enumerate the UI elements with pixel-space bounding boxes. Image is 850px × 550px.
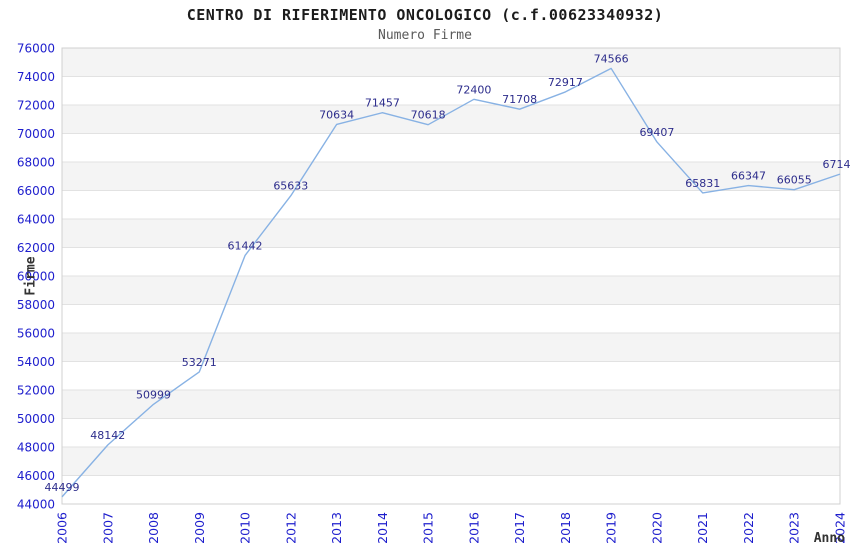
- plot-band: [62, 162, 840, 191]
- y-tick-label: 56000: [17, 327, 55, 341]
- x-tick-label: 2015: [421, 512, 436, 544]
- data-label: 72400: [456, 83, 491, 96]
- x-tick-label: 2022: [741, 512, 756, 544]
- x-tick-label: 2008: [146, 512, 161, 544]
- x-tick-label: 2020: [649, 512, 664, 544]
- y-tick-label: 48000: [17, 441, 55, 455]
- series-line: [61, 67, 841, 498]
- y-tick-label: 60000: [17, 270, 55, 284]
- plot-band: [62, 304, 840, 333]
- data-label: 67148: [823, 158, 850, 171]
- y-tick-label: 76000: [17, 42, 55, 56]
- plot-band: [62, 219, 840, 248]
- plot-band: [62, 76, 840, 105]
- plot-band: [62, 48, 840, 77]
- x-axis-title: Anno: [813, 531, 845, 546]
- data-label: 44499: [45, 481, 80, 494]
- plot-band: [62, 361, 840, 390]
- data-label: 70634: [319, 108, 354, 121]
- y-tick-label: 52000: [17, 384, 55, 398]
- x-tick-label: 2021: [695, 512, 710, 544]
- data-label: 72917: [548, 76, 583, 89]
- y-tick-label: 72000: [17, 99, 55, 113]
- x-tick-label: 2023: [787, 512, 802, 544]
- data-label: 50999: [136, 388, 171, 401]
- y-tick-label: 44000: [17, 498, 55, 512]
- data-label: 65633: [273, 180, 308, 193]
- chart-title: CENTRO DI RIFERIMENTO ONCOLOGICO (c.f.00…: [186, 6, 664, 24]
- x-tick-label: 2016: [466, 512, 481, 544]
- x-tick-label: 2018: [558, 512, 573, 544]
- x-tick-label: 2024: [833, 512, 848, 544]
- plot-band: [62, 105, 840, 134]
- plot-band: [62, 133, 840, 162]
- x-tick-label: 2014: [375, 512, 390, 544]
- x-tick-label: 2007: [100, 512, 115, 544]
- data-label: 48142: [90, 429, 125, 442]
- data-label: 70618: [411, 109, 446, 122]
- y-tick-label: 50000: [17, 412, 55, 426]
- data-label: 66055: [777, 174, 812, 187]
- y-tick-label: 66000: [17, 184, 55, 198]
- data-label: 74566: [594, 52, 629, 65]
- data-label: 71457: [365, 97, 400, 110]
- plot-band: [62, 190, 840, 219]
- x-tick-label: 2010: [238, 512, 253, 544]
- data-label: 53271: [182, 356, 217, 369]
- plot-band: [62, 418, 840, 447]
- plot-band: [62, 475, 840, 504]
- y-tick-label: 70000: [17, 127, 55, 141]
- plot-band: [62, 333, 840, 362]
- x-tick-label: 2017: [512, 512, 527, 544]
- data-label: 65831: [685, 177, 720, 190]
- data-label: 66347: [731, 170, 766, 183]
- y-tick-label: 62000: [17, 241, 55, 255]
- plot-band: [62, 247, 840, 276]
- data-label: 71708: [502, 93, 537, 106]
- x-tick-label: 2012: [283, 512, 298, 544]
- y-tick-label: 74000: [17, 70, 55, 84]
- x-tick-label: 2019: [604, 512, 619, 544]
- plot-border: [61, 47, 841, 505]
- y-tick-label: 54000: [17, 355, 55, 369]
- plot-band: [62, 276, 840, 305]
- data-label: 61442: [228, 239, 263, 252]
- chart-subtitle: Numero Firme: [378, 28, 472, 43]
- y-tick-label: 64000: [17, 213, 55, 227]
- y-tick-label: 58000: [17, 298, 55, 312]
- x-tick-label: 2013: [329, 512, 344, 544]
- plot-band: [62, 447, 840, 476]
- plot-band: [62, 390, 840, 419]
- y-tick-label: 68000: [17, 156, 55, 170]
- x-tick-label: 2009: [192, 512, 207, 544]
- x-tick-label: 2006: [55, 512, 70, 544]
- y-axis-title: Firme: [23, 256, 39, 296]
- data-label: 69407: [639, 126, 674, 139]
- y-tick-label: 46000: [17, 469, 55, 483]
